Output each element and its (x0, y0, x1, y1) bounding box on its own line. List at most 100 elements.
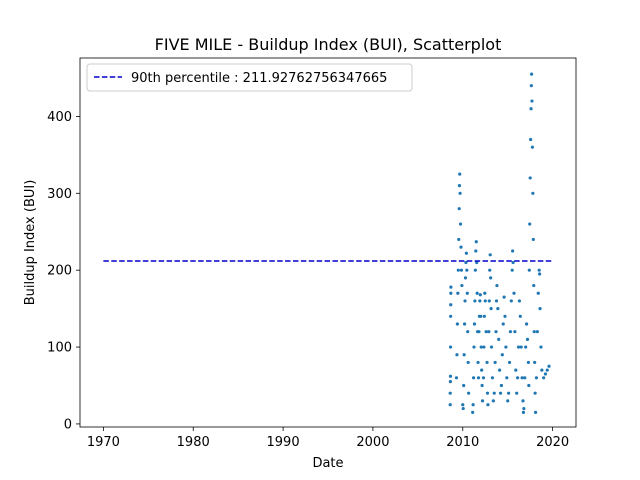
scatter-point (533, 391, 537, 395)
scatter-point (464, 251, 468, 255)
scatter-point (506, 399, 510, 403)
scatter-point (458, 191, 462, 195)
scatter-point (502, 295, 506, 299)
scatter-point (480, 399, 485, 403)
scatter-point (486, 403, 490, 407)
scatter-point (528, 176, 532, 180)
scatter-point (542, 376, 546, 380)
scatter-point (490, 376, 495, 380)
scatter-point (489, 345, 494, 349)
scatter-point (528, 222, 532, 226)
scatter-point (449, 285, 453, 289)
scatter-point (530, 145, 535, 149)
scatter-point (504, 345, 508, 349)
scatter-point (532, 330, 536, 334)
scatter-point (522, 406, 526, 411)
scatter-point (507, 360, 512, 365)
scatter-point (489, 307, 493, 311)
scatter-point (458, 222, 463, 226)
scatter-point (529, 107, 533, 111)
scatter-point (539, 345, 543, 349)
scatter-point (485, 360, 489, 365)
scatter-point (479, 314, 483, 318)
scatter-point (533, 360, 537, 365)
scatter-point (515, 391, 519, 395)
x-tick-label: 2000 (356, 435, 389, 450)
scatter-point (530, 72, 534, 76)
scatter-point (466, 330, 470, 334)
scatter-point (507, 391, 511, 395)
scatter-point (521, 399, 525, 403)
scatter-point (448, 391, 452, 395)
scatter-point (479, 345, 483, 349)
scatter-point (457, 207, 461, 211)
scatter-point (532, 283, 536, 288)
scatter-point (516, 345, 521, 349)
scatter-point (472, 345, 476, 349)
scatter-point (477, 330, 481, 334)
scatter-point (529, 84, 533, 88)
scatter-point (538, 307, 542, 311)
scatter-point (529, 137, 533, 142)
scatter-point (527, 383, 531, 388)
scatter-point (519, 345, 523, 349)
scatter-point (448, 403, 452, 407)
scatter-point (531, 191, 535, 195)
scatter-point (530, 99, 534, 103)
scatter-point (543, 372, 548, 376)
y-tick-label: 400 (47, 110, 72, 125)
scatter-point (465, 291, 469, 295)
scatter-point (493, 360, 497, 365)
scatter-point (449, 303, 453, 307)
scatter-point (456, 291, 460, 295)
scatter-point (495, 283, 499, 288)
scatter-point (492, 391, 496, 395)
scatter-point (476, 376, 481, 380)
chart-title: FIVE MILE - Buildup Index (BUI), Scatter… (155, 35, 502, 54)
scatter-point (455, 353, 459, 357)
x-tick-label: 1970 (87, 435, 120, 450)
scatter-point (500, 353, 504, 357)
scatter-point (521, 410, 526, 414)
scatter-point (464, 260, 468, 265)
scatter-point (471, 410, 475, 414)
scatter-point (488, 268, 492, 272)
scatter-point (454, 376, 459, 380)
scatter-point (524, 322, 529, 326)
scatter-point (462, 383, 466, 388)
scatter-point (448, 380, 452, 384)
scatter-point (489, 276, 493, 280)
scatter-point (459, 245, 463, 249)
scatter-point (471, 376, 476, 380)
scatter-point (458, 172, 462, 176)
scatter-point (494, 299, 499, 303)
scatter-point (518, 314, 522, 318)
scatter-point (523, 376, 527, 380)
scatter-point (537, 268, 541, 272)
scatter-point (509, 299, 513, 303)
y-axis-label: Buildup Index (BUI) (23, 180, 38, 306)
scatter-point (463, 276, 468, 280)
scatter-point (503, 314, 507, 318)
scatter-point (498, 368, 502, 372)
scatter-point (531, 237, 535, 242)
scatter-point (473, 299, 477, 303)
scatter-point (535, 330, 539, 334)
x-tick-label: 1980 (177, 435, 210, 450)
scatter-point (482, 314, 486, 318)
scatter-point (526, 360, 530, 365)
scatter-point (467, 391, 471, 395)
scatter-point (449, 291, 453, 295)
scatter-point (457, 184, 462, 188)
scatter-point (483, 291, 487, 295)
x-tick-label: 1990 (267, 435, 300, 450)
scatter-point (508, 330, 513, 334)
plot-area (79, 57, 577, 428)
scatter-point (478, 299, 482, 303)
scatter-point (487, 330, 491, 334)
scatter-point (487, 299, 491, 303)
y-tick-label: 300 (47, 187, 72, 202)
y-tick-label: 100 (47, 341, 72, 356)
scatter-point (475, 291, 479, 295)
scatter-point (480, 383, 484, 388)
